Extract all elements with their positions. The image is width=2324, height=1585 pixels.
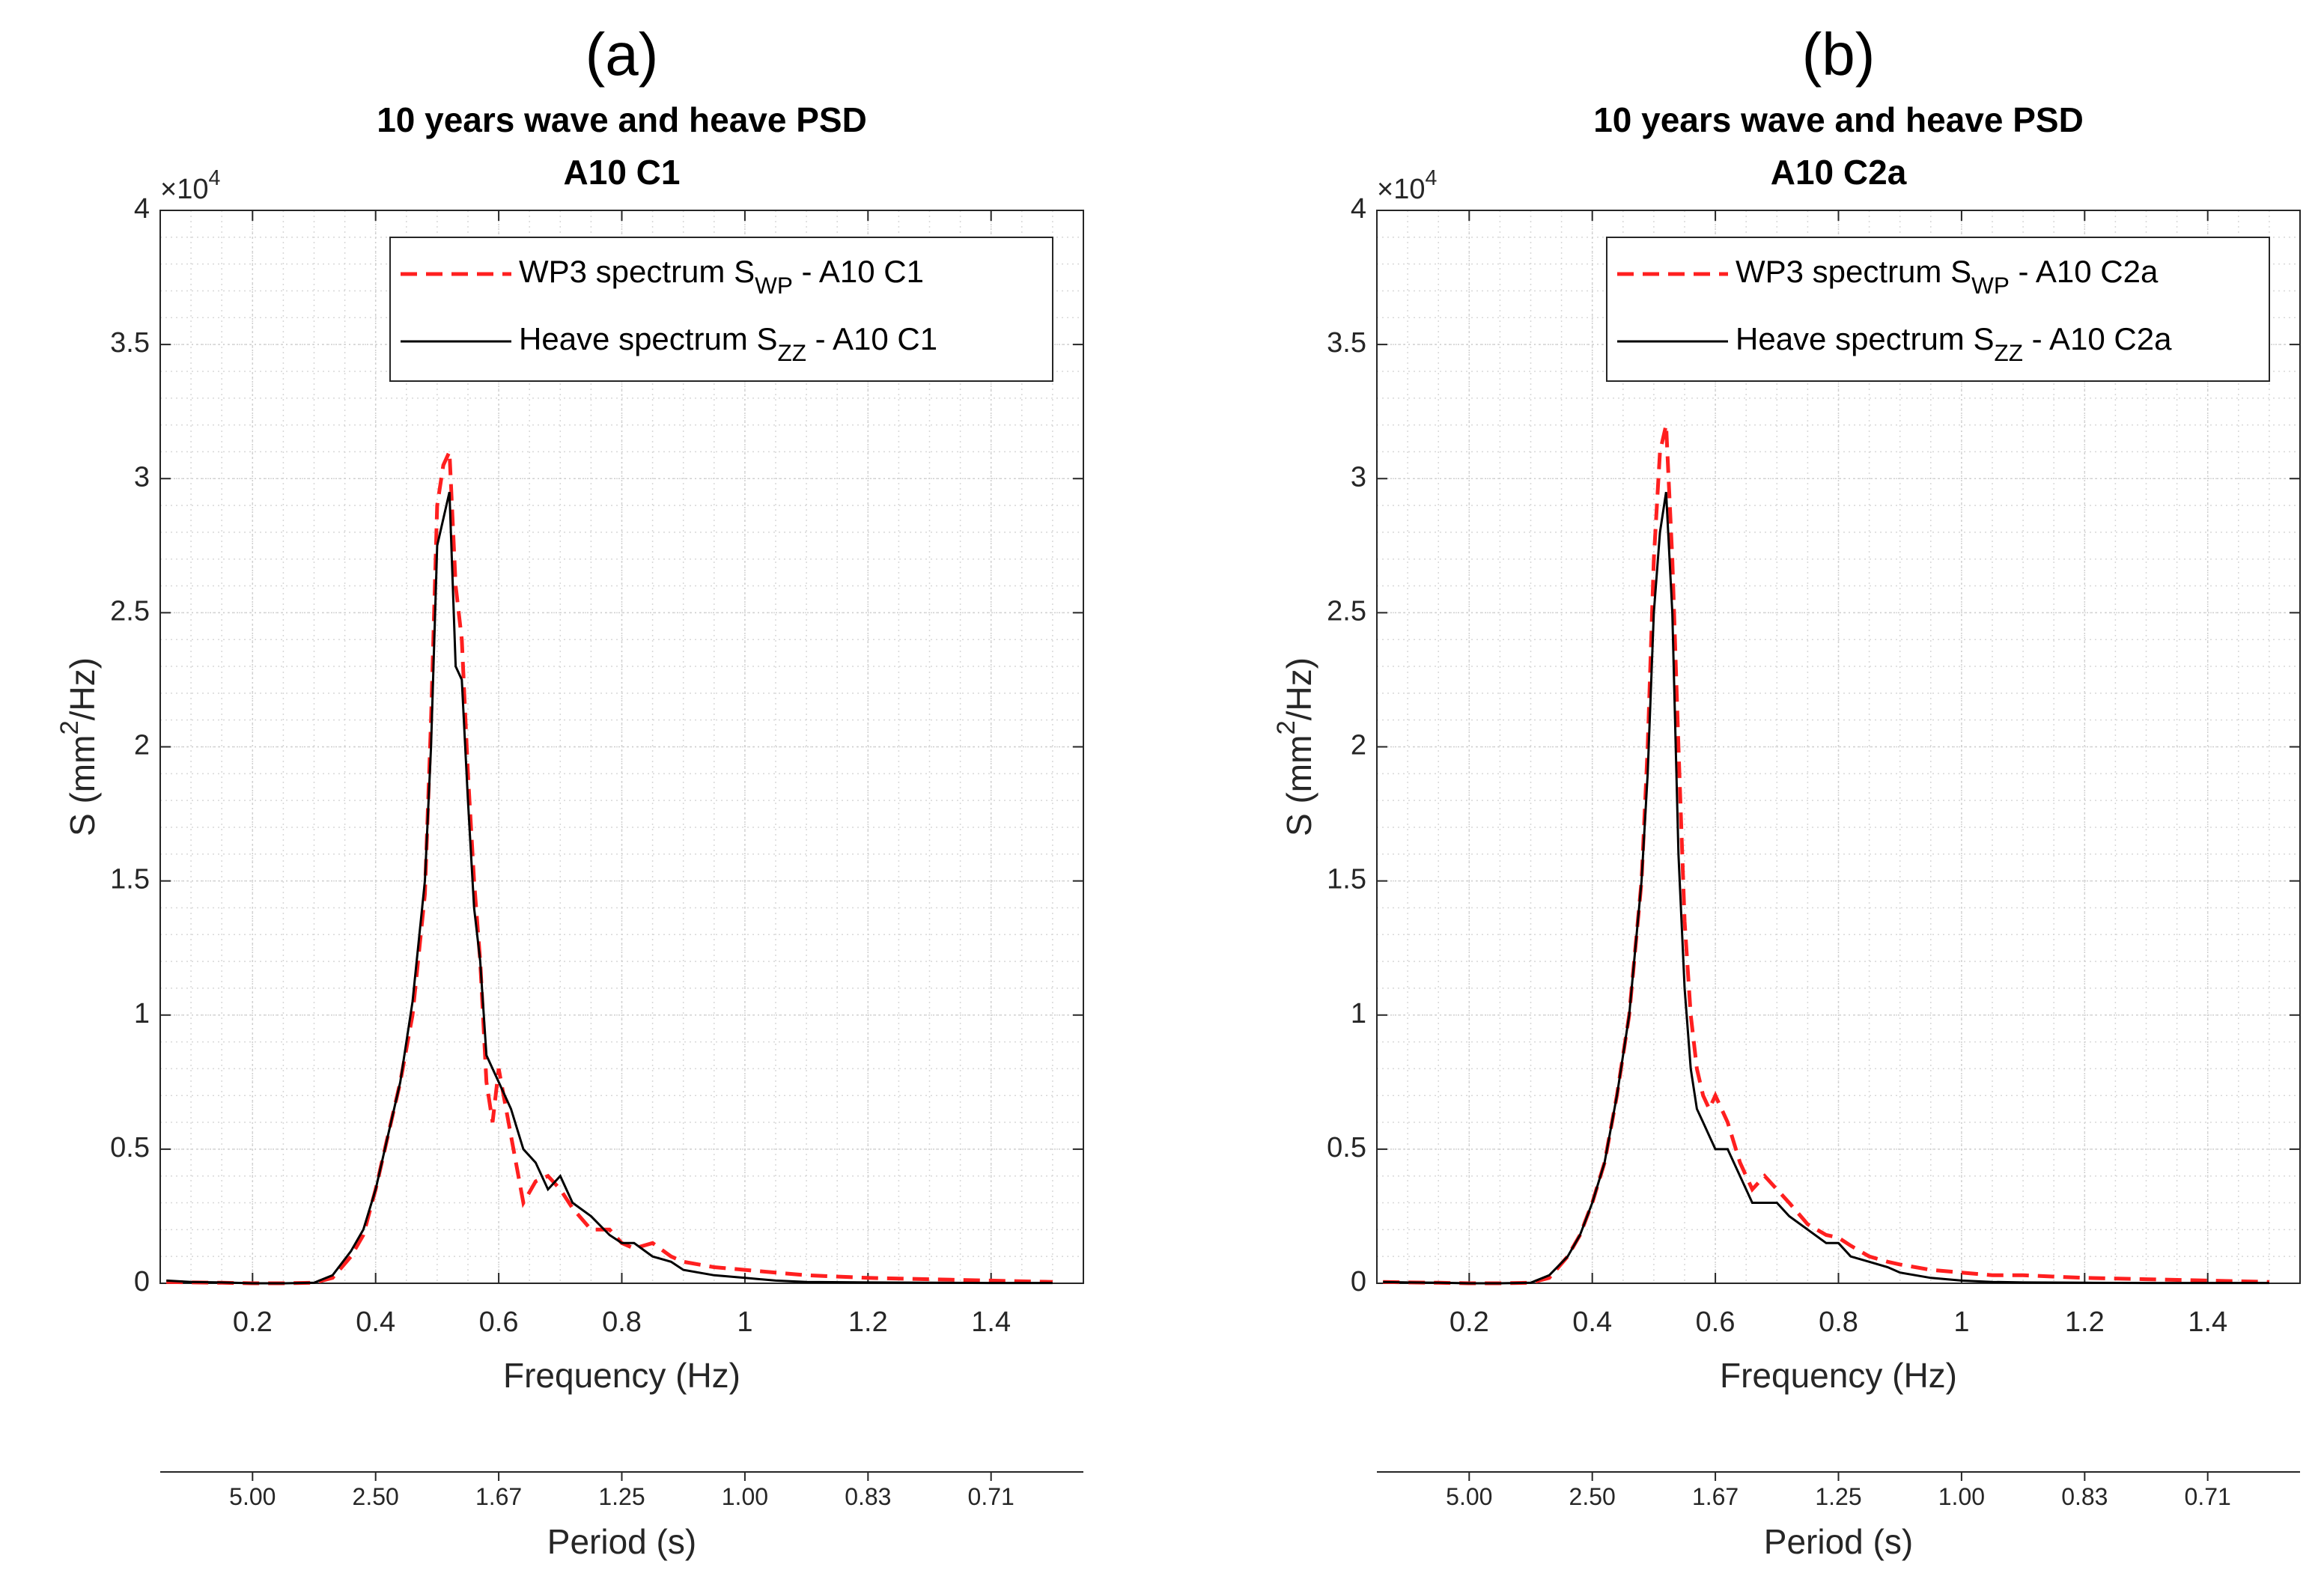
y-tick-label: 3 [134,461,150,493]
x-tick-label: 1.4 [2188,1306,2227,1338]
y-tick-label: 1.5 [1327,864,1366,895]
y-tick-label: 1 [134,998,150,1029]
x2-tick-label: 5.00 [229,1483,276,1510]
x-tick-label: 1.2 [848,1306,888,1338]
x-axis-label: Frequency (Hz) [1720,1356,1957,1395]
x2-tick-label: 1.25 [1815,1483,1861,1510]
y-tick-label: 0 [134,1266,150,1297]
y-tick-label: 2.5 [1327,595,1366,627]
y-tick-label: 3 [1351,461,1366,493]
legend-box [389,237,1053,382]
legend-box [1606,237,2270,382]
x-tick-label: 0.2 [1450,1306,1489,1338]
x-tick-label: 1.4 [971,1306,1011,1338]
x-tick-label: 0.6 [479,1306,519,1338]
legend-label: Heave spectrum SZZ - A10 C1 [519,321,937,366]
x2-tick-label: 1.00 [1938,1483,1985,1510]
x2-tick-label: 1.67 [1692,1483,1739,1510]
y-axis-label: S (mm2/Hz) [1272,657,1318,836]
series-line [166,451,1053,1286]
x2-tick-label: 1.25 [598,1483,645,1510]
y-tick-label: 0.5 [110,1132,150,1163]
x-tick-label: 0.6 [1696,1306,1736,1338]
y-tick-label: 3.5 [1327,327,1366,359]
legend-label: Heave spectrum SZZ - A10 C2a [1736,321,2172,366]
y-tick-label: 2 [134,730,150,761]
plot-frame [1376,210,2301,1284]
x-tick-label: 0.2 [233,1306,273,1338]
y-axis-label: S (mm2/Hz) [55,657,102,836]
x-tick-label: 0.8 [1819,1306,1858,1338]
x2-tick-label: 1.00 [722,1483,768,1510]
series-line [166,491,1053,1285]
y-tick-label: 1.5 [110,864,150,895]
y-tick-label: 3.5 [110,327,150,359]
y-tick-label: 4 [1351,193,1366,225]
x2-tick-label: 2.50 [1569,1483,1616,1510]
chart-title: 10 years wave and heave PSD [377,100,867,139]
y-tick-label: 0 [1351,1266,1366,1297]
x2-axis-label: Period (s) [1764,1522,1913,1561]
legend-label: WP3 spectrum SWP - A10 C2a [1736,254,2159,299]
x2-tick-label: 0.83 [845,1483,891,1510]
chart-subtitle: A10 C2a [1771,153,1907,192]
x-tick-label: 1.2 [2065,1306,2105,1338]
panel-label: (a) [585,21,659,88]
y-tick-label: 4 [134,193,150,225]
x2-tick-label: 1.67 [475,1483,522,1510]
y-exponent: ×104 [160,166,220,206]
x2-axis-label: Period (s) [547,1522,696,1561]
panel: (a) 10 years wave and heave PSD A10 C1 0 0.5… [55,21,1084,1561]
panel: (b) 10 years wave and heave PSD A10 C2a 0 0.… [1272,21,2301,1561]
y-tick-label: 2 [1351,730,1366,761]
y-tick-label: 0.5 [1327,1132,1366,1163]
x-tick-label: 1 [1953,1306,1969,1338]
x-tick-label: 0.4 [356,1306,395,1338]
panel-label: (b) [1802,21,1876,88]
x-tick-label: 0.4 [1572,1306,1612,1338]
x2-tick-label: 2.50 [353,1483,399,1510]
y-exponent: ×104 [1377,166,1437,206]
x-axis-label: Frequency (Hz) [503,1356,740,1395]
x2-tick-label: 0.71 [968,1483,1015,1510]
x-tick-label: 1 [737,1306,752,1338]
chart-subtitle: A10 C1 [564,153,681,192]
y-tick-label: 2.5 [110,595,150,627]
x2-tick-label: 0.71 [2185,1483,2231,1510]
legend-label: WP3 spectrum SWP - A10 C1 [519,254,924,299]
y-tick-label: 1 [1351,998,1366,1029]
x2-tick-label: 0.83 [2061,1483,2108,1510]
series-line [1383,491,2269,1285]
x2-tick-label: 5.00 [1446,1483,1492,1510]
x-tick-label: 0.8 [602,1306,642,1338]
plot-frame [159,210,1084,1284]
chart-title: 10 years wave and heave PSD [1593,100,2084,139]
